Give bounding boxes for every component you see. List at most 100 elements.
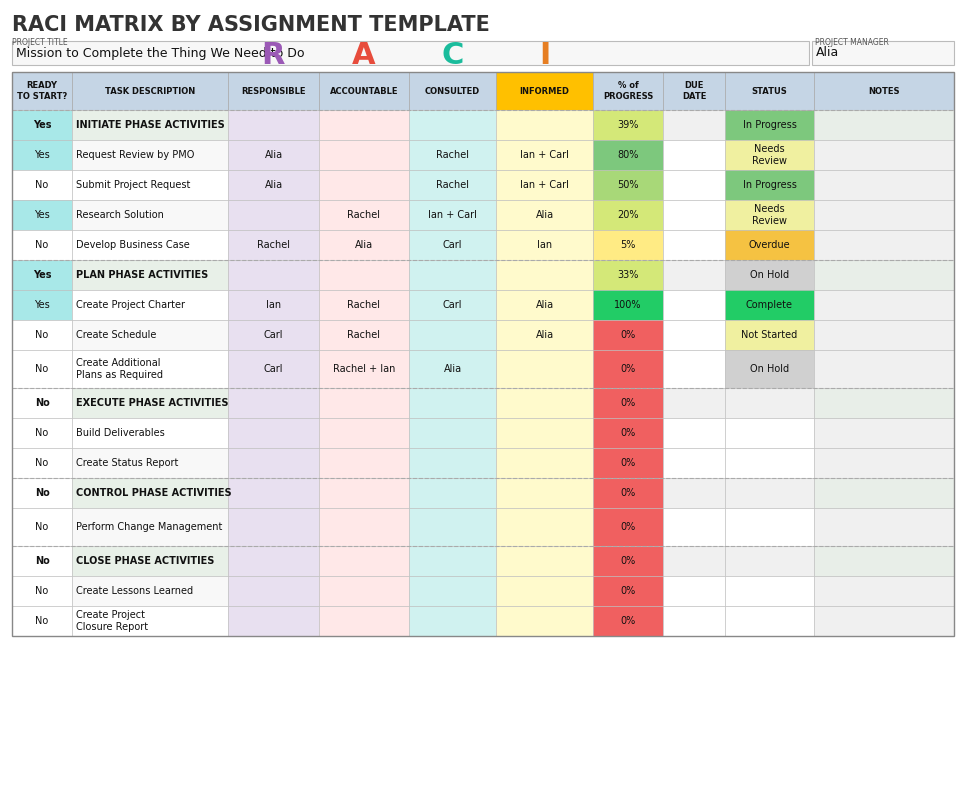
FancyBboxPatch shape xyxy=(409,230,496,260)
FancyBboxPatch shape xyxy=(72,418,228,448)
FancyBboxPatch shape xyxy=(72,576,228,606)
Text: Needs
Review: Needs Review xyxy=(752,204,787,226)
FancyBboxPatch shape xyxy=(72,606,228,636)
Text: No: No xyxy=(36,240,48,250)
FancyBboxPatch shape xyxy=(12,576,72,606)
Text: 33%: 33% xyxy=(617,270,639,280)
FancyBboxPatch shape xyxy=(593,350,663,388)
FancyBboxPatch shape xyxy=(663,418,725,448)
Text: 0%: 0% xyxy=(620,428,636,438)
Text: Alia: Alia xyxy=(535,330,554,340)
FancyBboxPatch shape xyxy=(814,290,954,320)
FancyBboxPatch shape xyxy=(725,546,814,576)
Text: Carl: Carl xyxy=(442,240,463,250)
FancyBboxPatch shape xyxy=(72,546,228,576)
FancyBboxPatch shape xyxy=(814,230,954,260)
Text: RACI MATRIX BY ASSIGNMENT TEMPLATE: RACI MATRIX BY ASSIGNMENT TEMPLATE xyxy=(12,15,490,35)
FancyBboxPatch shape xyxy=(319,170,409,200)
FancyBboxPatch shape xyxy=(725,260,814,290)
Text: Ian + Carl: Ian + Carl xyxy=(520,180,569,190)
FancyBboxPatch shape xyxy=(12,320,72,350)
FancyBboxPatch shape xyxy=(409,350,496,388)
FancyBboxPatch shape xyxy=(593,140,663,170)
Text: C: C xyxy=(441,41,465,70)
FancyBboxPatch shape xyxy=(409,388,496,418)
Text: Needs
Review: Needs Review xyxy=(752,145,787,166)
FancyBboxPatch shape xyxy=(12,350,72,388)
FancyBboxPatch shape xyxy=(725,350,814,388)
FancyBboxPatch shape xyxy=(319,448,409,478)
Text: Rachel: Rachel xyxy=(348,300,381,310)
FancyBboxPatch shape xyxy=(319,110,409,140)
FancyBboxPatch shape xyxy=(593,418,663,448)
Text: Alia: Alia xyxy=(443,364,462,374)
FancyBboxPatch shape xyxy=(12,200,72,230)
FancyBboxPatch shape xyxy=(593,200,663,230)
FancyBboxPatch shape xyxy=(228,576,319,606)
FancyBboxPatch shape xyxy=(72,448,228,478)
Text: 0%: 0% xyxy=(620,398,636,408)
Text: Complete: Complete xyxy=(746,300,793,310)
Text: Carl: Carl xyxy=(264,364,283,374)
FancyBboxPatch shape xyxy=(496,260,593,290)
FancyBboxPatch shape xyxy=(228,290,319,320)
FancyBboxPatch shape xyxy=(409,110,496,140)
FancyBboxPatch shape xyxy=(593,448,663,478)
Text: Carl: Carl xyxy=(264,330,283,340)
FancyBboxPatch shape xyxy=(496,478,593,508)
FancyBboxPatch shape xyxy=(228,478,319,508)
FancyBboxPatch shape xyxy=(814,388,954,418)
Text: Ian: Ian xyxy=(266,300,281,310)
FancyBboxPatch shape xyxy=(814,320,954,350)
Text: 100%: 100% xyxy=(614,300,641,310)
Text: Rachel + Ian: Rachel + Ian xyxy=(333,364,395,374)
Text: EXECUTE PHASE ACTIVITIES: EXECUTE PHASE ACTIVITIES xyxy=(76,398,229,408)
FancyBboxPatch shape xyxy=(663,200,725,230)
FancyBboxPatch shape xyxy=(228,388,319,418)
FancyBboxPatch shape xyxy=(409,170,496,200)
Text: CONSULTED: CONSULTED xyxy=(425,86,480,96)
FancyBboxPatch shape xyxy=(12,388,72,418)
Text: No: No xyxy=(36,180,48,190)
Text: Create Additional
Plans as Required: Create Additional Plans as Required xyxy=(76,358,163,380)
Text: INFORMED: INFORMED xyxy=(520,86,570,96)
Text: 0%: 0% xyxy=(620,522,636,532)
Text: Alia: Alia xyxy=(816,47,839,59)
FancyBboxPatch shape xyxy=(12,41,809,65)
FancyBboxPatch shape xyxy=(814,478,954,508)
Text: No: No xyxy=(35,556,49,566)
FancyBboxPatch shape xyxy=(496,200,593,230)
Text: TASK DESCRIPTION: TASK DESCRIPTION xyxy=(105,86,195,96)
FancyBboxPatch shape xyxy=(663,388,725,418)
FancyBboxPatch shape xyxy=(319,260,409,290)
Text: Ian: Ian xyxy=(537,240,552,250)
FancyBboxPatch shape xyxy=(12,110,72,140)
Text: Overdue: Overdue xyxy=(749,240,790,250)
FancyBboxPatch shape xyxy=(319,350,409,388)
FancyBboxPatch shape xyxy=(814,110,954,140)
FancyBboxPatch shape xyxy=(725,388,814,418)
Text: R: R xyxy=(261,41,285,70)
FancyBboxPatch shape xyxy=(228,606,319,636)
Text: 0%: 0% xyxy=(620,330,636,340)
FancyBboxPatch shape xyxy=(593,576,663,606)
FancyBboxPatch shape xyxy=(593,260,663,290)
Text: Alia: Alia xyxy=(265,150,283,160)
FancyBboxPatch shape xyxy=(725,448,814,478)
FancyBboxPatch shape xyxy=(72,230,228,260)
Text: Mission to Complete the Thing We Need to Do: Mission to Complete the Thing We Need to… xyxy=(16,47,304,59)
FancyBboxPatch shape xyxy=(228,110,319,140)
FancyBboxPatch shape xyxy=(72,200,228,230)
Text: CONTROL PHASE ACTIVITIES: CONTROL PHASE ACTIVITIES xyxy=(76,488,232,498)
FancyBboxPatch shape xyxy=(319,606,409,636)
FancyBboxPatch shape xyxy=(228,418,319,448)
FancyBboxPatch shape xyxy=(593,170,663,200)
FancyBboxPatch shape xyxy=(496,72,593,110)
FancyBboxPatch shape xyxy=(496,546,593,576)
FancyBboxPatch shape xyxy=(814,170,954,200)
Text: Perform Change Management: Perform Change Management xyxy=(76,522,222,532)
Text: Develop Business Case: Develop Business Case xyxy=(76,240,189,250)
FancyBboxPatch shape xyxy=(409,478,496,508)
FancyBboxPatch shape xyxy=(663,290,725,320)
Text: Ian + Carl: Ian + Carl xyxy=(428,210,477,220)
